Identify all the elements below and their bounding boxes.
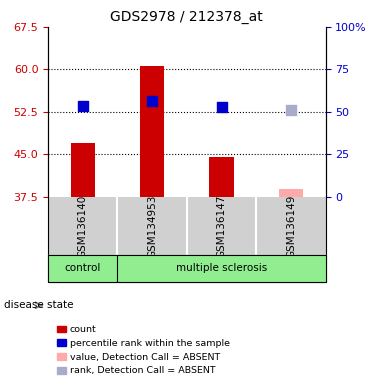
Bar [279,189,303,197]
Text: control: control [65,263,101,273]
Bar [48,255,118,282]
Text: multiple sclerosis: multiple sclerosis [176,263,267,273]
Point [288,107,294,113]
Bar [71,143,95,197]
Bar [118,255,326,282]
Text: GSM136147: GSM136147 [216,194,226,258]
Title: GDS2978 / 212378_at: GDS2978 / 212378_at [111,10,263,25]
Point [80,103,86,109]
Bar [140,66,164,197]
Text: GSM136149: GSM136149 [286,194,296,258]
Text: disease state: disease state [4,300,73,310]
Legend: count, percentile rank within the sample, value, Detection Call = ABSENT, rank, : count, percentile rank within the sample… [53,321,233,379]
Point [219,104,225,110]
Text: GSM136140: GSM136140 [78,194,88,258]
Text: GSM134953: GSM134953 [147,194,157,258]
Point [149,98,155,104]
Bar [209,157,234,197]
